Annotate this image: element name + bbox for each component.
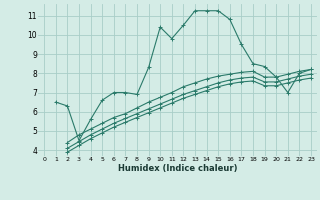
X-axis label: Humidex (Indice chaleur): Humidex (Indice chaleur) xyxy=(118,164,237,173)
